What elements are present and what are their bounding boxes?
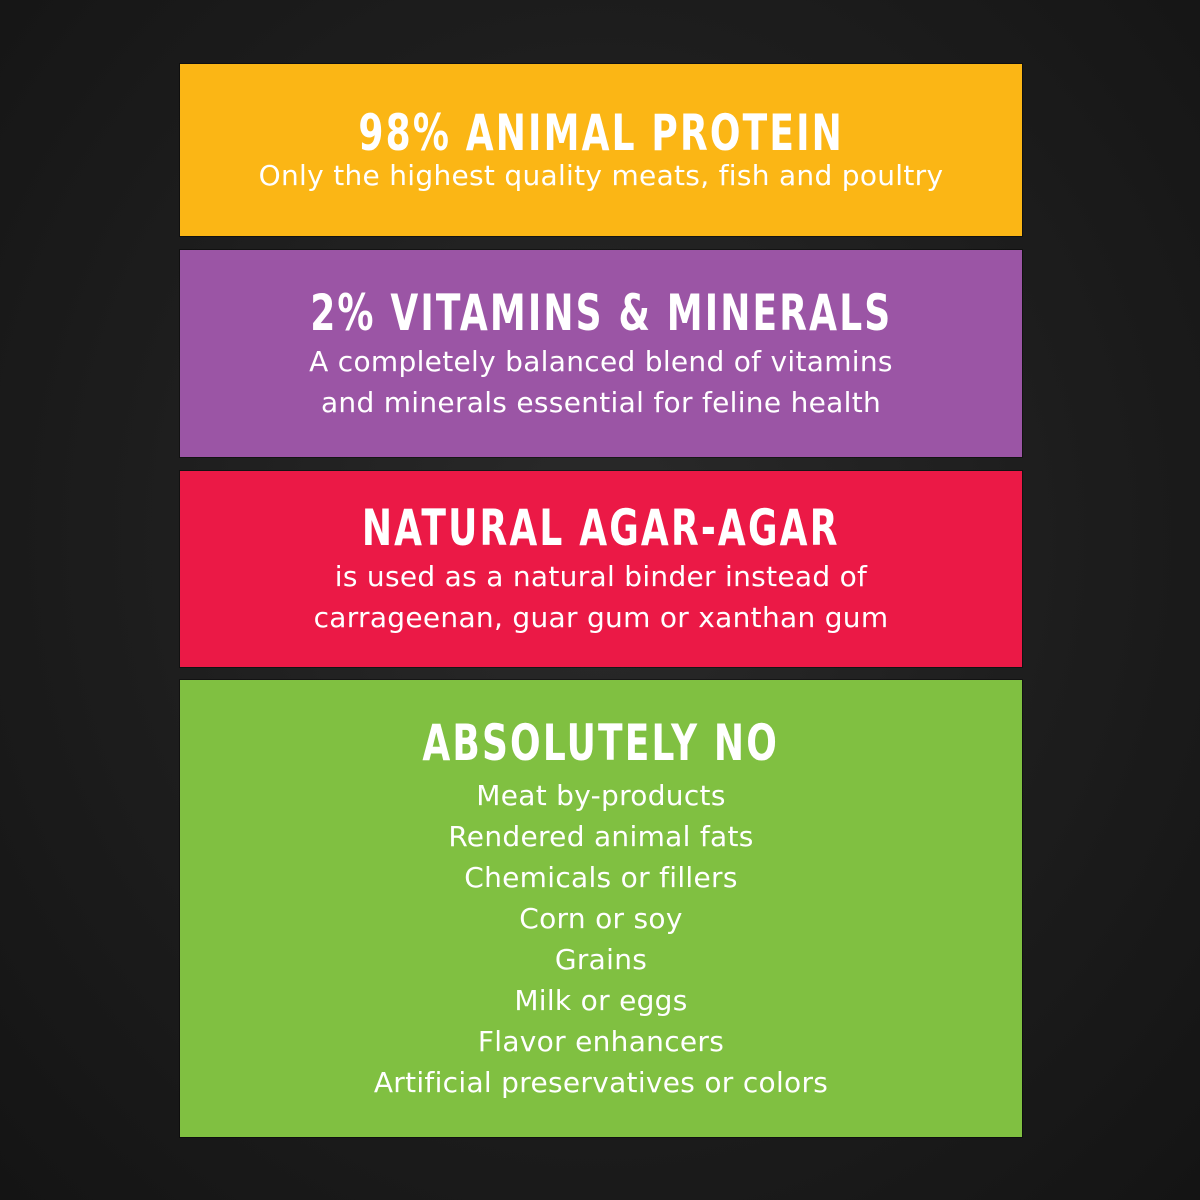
list-item: Meat by-products <box>476 778 726 812</box>
list-item: Grains <box>554 942 648 976</box>
panel-title: ABSOLUTELY NO <box>422 713 780 772</box>
list-item: Milk or eggs <box>514 983 688 1017</box>
panel-title: 2% VITAMINS & MINERALS <box>309 283 893 342</box>
panel-line: and minerals essential for feline health <box>320 385 882 419</box>
panel-line: is used as a natural binder instead of <box>334 560 868 593</box>
list-item: Corn or soy <box>519 901 683 935</box>
panel-title: NATURAL AGAR-AGAR <box>362 499 840 557</box>
list-item: Flavor enhancers <box>477 1024 725 1058</box>
agar-panel: NATURAL AGAR-AGAR is used as a natural b… <box>180 471 1022 667</box>
absolutely-no-panel: ABSOLUTELY NO Meat by-products Rendered … <box>180 680 1022 1137</box>
panel-title: 98% ANIMAL PROTEIN <box>358 103 844 162</box>
protein-panel: 98% ANIMAL PROTEIN Only the highest qual… <box>180 64 1022 236</box>
panel-line: carrageenan, guar gum or xanthan gum <box>313 601 889 634</box>
panel-line: Only the highest quality meats, fish and… <box>258 158 944 192</box>
list-item: Chemicals or fillers <box>464 860 738 894</box>
vitamins-panel: 2% VITAMINS & MINERALS A completely bala… <box>180 250 1022 457</box>
list-item: Rendered animal fats <box>448 819 754 853</box>
panel-line: A completely balanced blend of vitamins <box>309 344 893 378</box>
list-item: Artificial preservatives or colors <box>373 1065 829 1099</box>
